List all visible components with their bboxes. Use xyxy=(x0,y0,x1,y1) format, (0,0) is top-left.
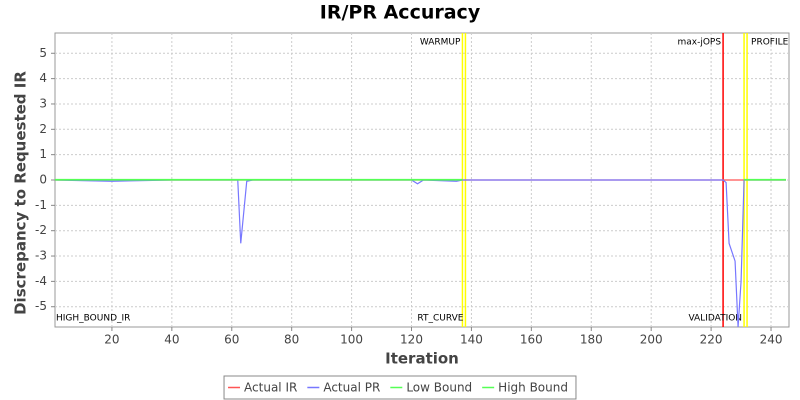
marker-label: VALIDATION xyxy=(688,314,742,324)
y-tick-label: 2 xyxy=(39,122,47,136)
y-tick-label: 5 xyxy=(39,46,47,60)
x-tick-label: 20 xyxy=(104,333,119,347)
marker-label: PROFILE xyxy=(751,38,789,48)
chart-title: IR/PR Accuracy xyxy=(320,2,481,24)
y-tick-label: 0 xyxy=(39,173,47,187)
x-tick-label: 120 xyxy=(400,333,423,347)
x-tick-label: 100 xyxy=(340,333,363,347)
x-tick-label: 140 xyxy=(460,333,483,347)
y-tick-label: -4 xyxy=(35,274,47,288)
marker-label: RT_CURVE xyxy=(417,314,463,324)
x-axis-title: Iteration xyxy=(385,350,459,368)
legend-label: High Bound xyxy=(498,381,568,395)
x-tick-label: 220 xyxy=(700,333,723,347)
legend-label: Actual PR xyxy=(323,381,380,395)
marker-label: max-jOPS xyxy=(677,38,721,48)
y-tick-label: -5 xyxy=(35,299,47,313)
annotation: HIGH_BOUND_IR xyxy=(56,314,130,324)
legend-label: Actual IR xyxy=(244,381,297,395)
y-tick-label: 1 xyxy=(39,147,47,161)
y-tick-label: -3 xyxy=(35,249,47,263)
legend-label: Low Bound xyxy=(406,381,472,395)
y-tick-label: 4 xyxy=(39,71,47,85)
x-tick-label: 60 xyxy=(224,333,239,347)
marker-label: WARMUP xyxy=(420,38,461,48)
x-tick-label: 240 xyxy=(760,333,783,347)
x-tick-label: 80 xyxy=(284,333,299,347)
x-tick-label: 180 xyxy=(580,333,603,347)
x-tick-label: 160 xyxy=(520,333,543,347)
y-tick-label: -1 xyxy=(35,198,47,212)
y-axis-title: Discrepancy to Requested IR xyxy=(12,71,30,315)
legend-items: Actual IR Actual PR Low Bound High Bound xyxy=(228,381,568,395)
y-tick-label: 3 xyxy=(39,96,47,110)
y-tick-label: -2 xyxy=(35,223,47,237)
x-tick-label: 40 xyxy=(164,333,179,347)
x-tick-label: 200 xyxy=(640,333,663,347)
